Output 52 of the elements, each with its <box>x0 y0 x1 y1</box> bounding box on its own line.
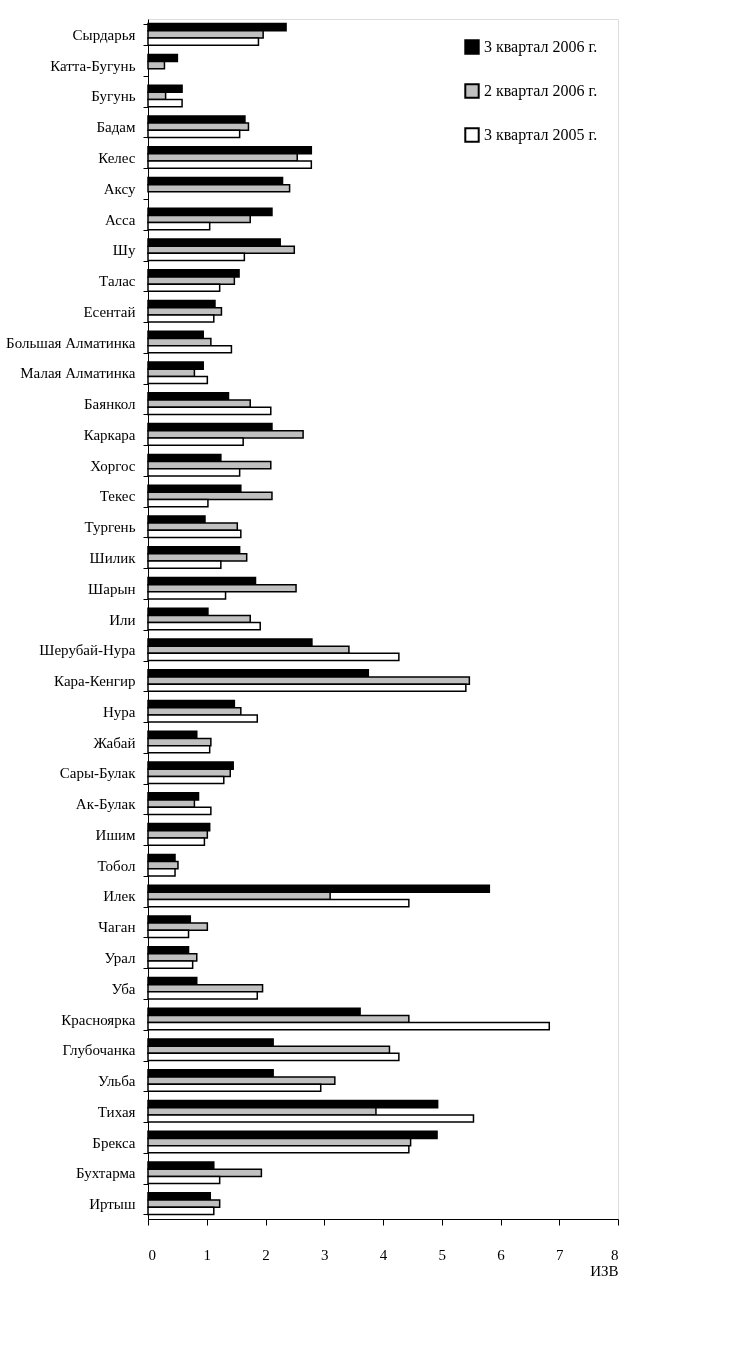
x-tick-label: 1 <box>203 1246 211 1263</box>
y-tick-label: Каркара <box>83 426 136 443</box>
y-tick-label: Или <box>109 611 136 628</box>
y-tick-label: Бухтарма <box>75 1165 136 1182</box>
y-tick-label: Илек <box>103 888 137 905</box>
legend-label: 2 квартал 2006 г. <box>484 82 598 100</box>
y-tick-label: Кара-Кенгир <box>54 673 136 690</box>
y-tick-label: Глубочанка <box>62 1042 136 1059</box>
y-tick-label: Малая Алматинка <box>20 365 136 382</box>
y-tick-label: Келес <box>98 149 136 166</box>
y-tick-label: Текес <box>99 488 136 505</box>
y-tick-label: Шерубай-Нура <box>39 642 136 659</box>
y-tick-label: Тихая <box>97 1103 136 1120</box>
y-tick-label: Сырдарья <box>72 26 136 43</box>
y-tick-label: Шу <box>112 242 136 259</box>
y-tick-label: Большая Алматинка <box>6 334 136 351</box>
x-tick-label: 8 <box>611 1246 619 1263</box>
y-tick-label: Аксу <box>103 180 136 197</box>
x-tick-label: 0 <box>148 1246 156 1263</box>
y-tick-label: Асса <box>104 211 136 228</box>
y-tick-label: Урал <box>104 949 137 966</box>
y-tick-label: Есентай <box>83 303 136 320</box>
y-tick-label: Ак-Булак <box>75 796 137 813</box>
y-tick-label: Шилик <box>89 549 137 566</box>
x-tick-label: 4 <box>379 1246 388 1263</box>
y-tick-label: Красноярка <box>61 1011 136 1028</box>
legend-label: 3 квартал 2006 г. <box>484 38 598 56</box>
y-tick-label: Иртыш <box>89 1196 136 1213</box>
y-tick-label: Баянкол <box>83 396 137 413</box>
y-tick-label: Ульба <box>97 1073 136 1090</box>
y-tick-label: Тургень <box>84 519 136 536</box>
y-tick-label: Брекса <box>92 1134 136 1151</box>
y-tick-label: Катта-Бугунь <box>50 57 136 74</box>
y-tick-label: Хоргос <box>90 457 136 474</box>
y-tick-label: Ишим <box>95 826 136 843</box>
x-tick-label: 3 <box>321 1246 329 1263</box>
y-tick-label: Шарын <box>88 580 136 597</box>
y-tick-label: Нура <box>103 703 136 720</box>
x-axis-title: ИЗВ <box>590 1262 619 1279</box>
y-tick-label: Уба <box>111 980 136 997</box>
y-tick-label: Тобол <box>97 857 136 874</box>
legend-label: 3 квартал 2005 г. <box>484 126 598 144</box>
x-tick-label: 2 <box>262 1246 270 1263</box>
y-tick-label: Талас <box>99 273 136 290</box>
x-tick-label: 7 <box>556 1246 564 1263</box>
y-tick-label: Бадам <box>96 119 136 136</box>
y-tick-label: Жабай <box>93 734 136 751</box>
y-tick-label: Сары-Булак <box>59 765 137 782</box>
y-tick-label: Бугунь <box>91 88 136 105</box>
x-tick-label: 5 <box>438 1246 446 1263</box>
x-tick-label: 6 <box>497 1246 506 1263</box>
y-tick-label: Чаган <box>98 919 136 936</box>
